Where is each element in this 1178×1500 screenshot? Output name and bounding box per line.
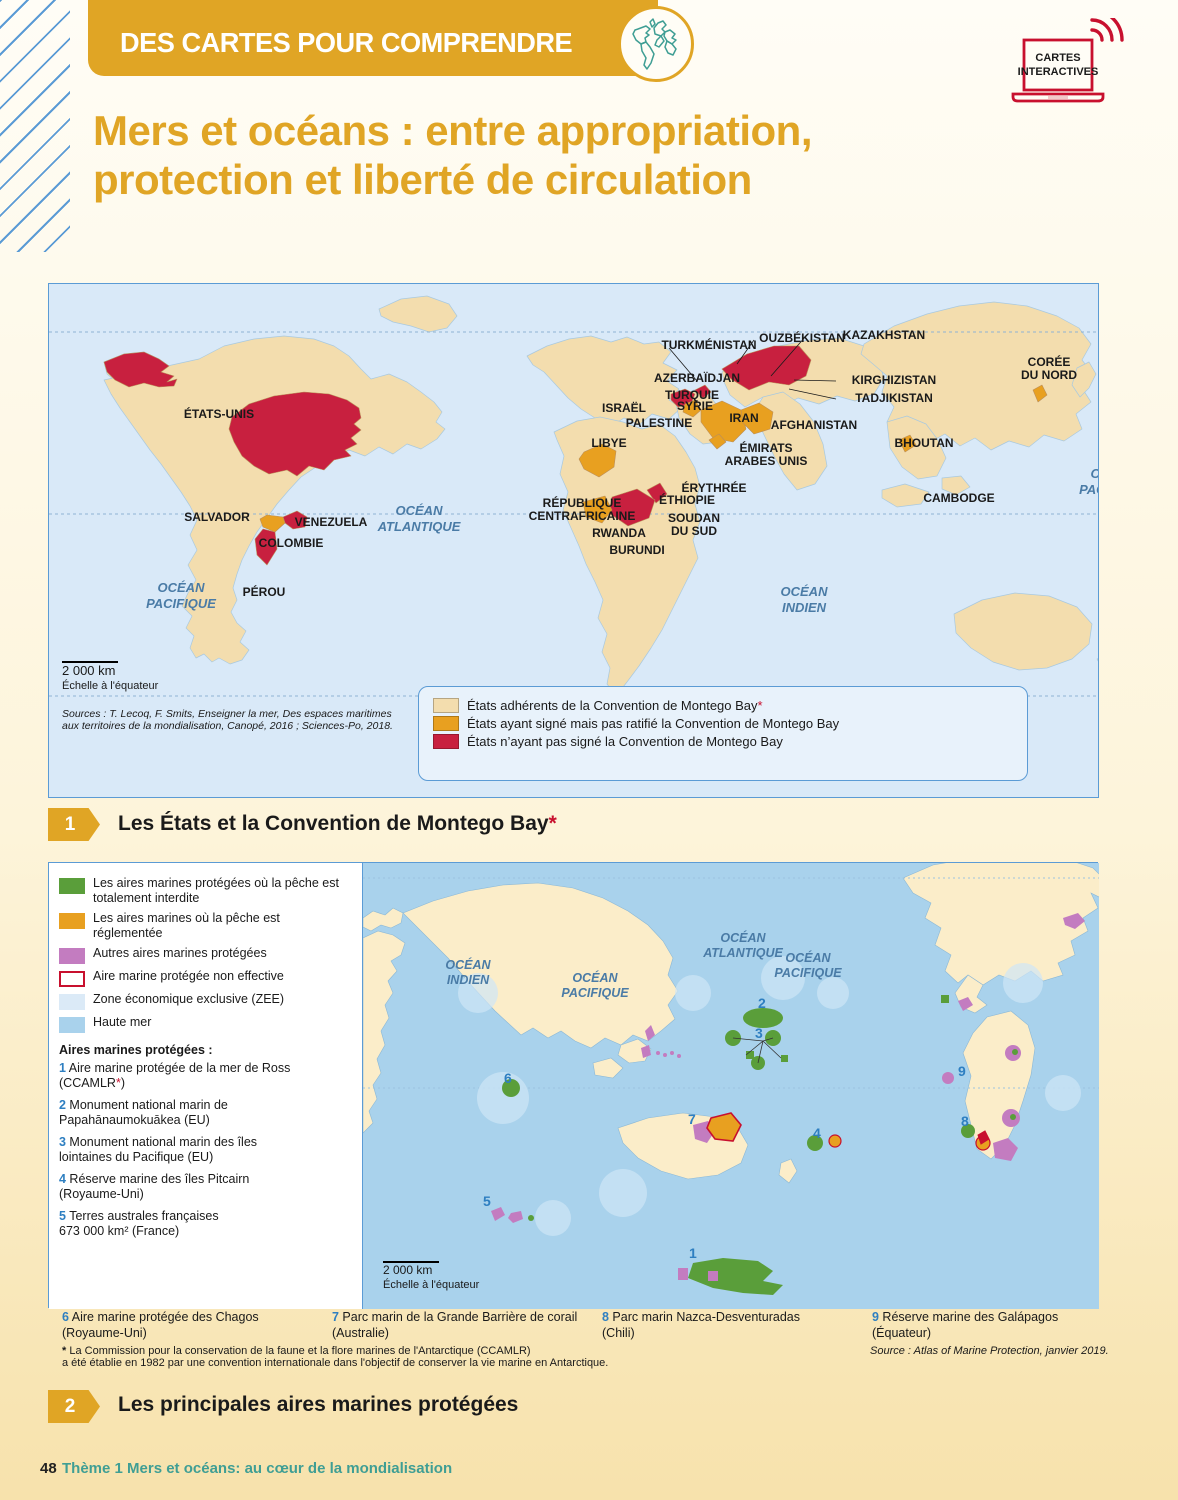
svg-text:INTERACTIVES: INTERACTIVES: [1018, 66, 1099, 78]
svg-text:CARTES: CARTES: [1035, 52, 1080, 64]
